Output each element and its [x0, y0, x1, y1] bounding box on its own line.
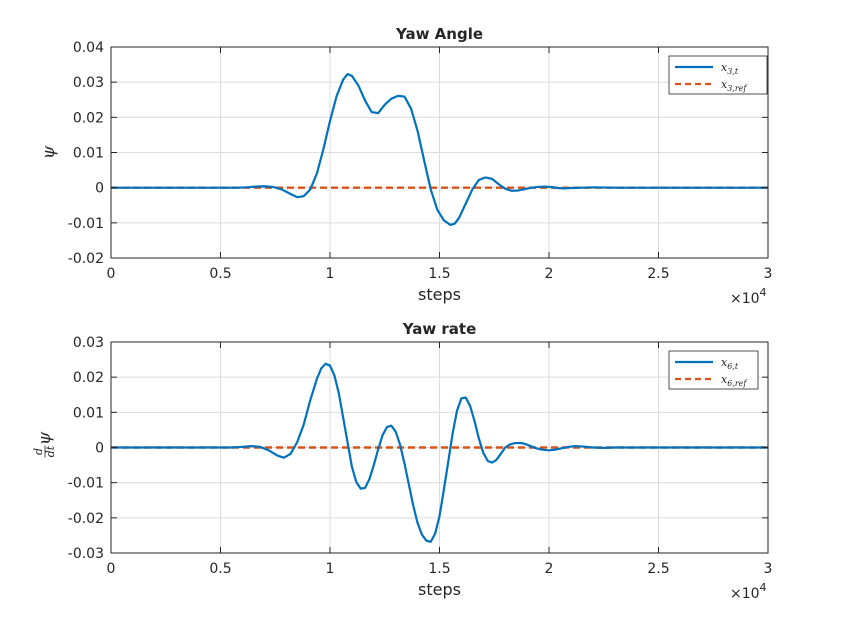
y-tick-label: -0.01	[68, 216, 104, 232]
y-tick-label: 0	[95, 181, 104, 197]
x-tick-label: 3	[764, 266, 773, 282]
x-tick-label: 3	[764, 561, 773, 577]
y-tick-label: 0.01	[73, 146, 104, 162]
x-tick-label: 1.5	[428, 561, 450, 577]
x-tick-label: 0	[107, 266, 116, 282]
y-tick-label: 0.02	[73, 370, 104, 386]
x-tick-label: 2.5	[647, 266, 669, 282]
y-tick-label: 0.03	[73, 75, 104, 91]
x-tick-label: 2	[545, 561, 554, 577]
x-tick-label: 1	[326, 266, 335, 282]
chart-1: 0 0.5 1 1.5 2 2.5 3 -0.02 -0.01 0 0.01 0.02 0.03 0.04…	[39, 25, 772, 307]
x-axis-label: steps	[418, 285, 461, 304]
legend-entry-label: x3,ref	[721, 78, 748, 93]
y-tick-label: 0	[95, 441, 104, 457]
legend-entry-label: x3,t	[721, 61, 739, 76]
y-label-variable: ψ	[35, 431, 55, 445]
legend: x3,t x3,ref	[668, 55, 768, 95]
y-tick-label: -0.01	[68, 476, 104, 492]
x-tick-label: 0.5	[209, 561, 231, 577]
y-tick-label: -0.03	[68, 546, 104, 562]
series-line-3-t	[111, 72, 768, 227]
x-tick-label: 0.5	[209, 266, 231, 282]
x-exponent-label: ×104	[730, 581, 767, 602]
y-label-numerator: d	[32, 448, 45, 455]
legend-entry-label: x6,t	[721, 356, 739, 371]
chart-title: Yaw Angle	[395, 25, 483, 43]
y-tick-label: 0.03	[73, 335, 104, 351]
x-tick-label: 2	[545, 266, 554, 282]
legend-box	[668, 350, 759, 390]
y-axis-label: ψ	[39, 145, 59, 159]
y-tick-label: 0.01	[73, 405, 104, 421]
y-tick-label: 0.02	[73, 110, 104, 126]
x-tick-label: 1	[326, 561, 335, 577]
x-tick-label: 1.5	[428, 266, 450, 282]
x-exponent-label: ×104	[730, 286, 767, 307]
legend: x6,t x6,ref	[668, 350, 759, 390]
y-tick-label: 0.04	[73, 40, 104, 56]
y-tick-label: -0.02	[68, 511, 104, 527]
y-label-denominator: dt	[44, 445, 57, 457]
chart-2: 0 0.5 1 1.5 2 2.5 3 -0.03 -0.02 -0.01 0 0.01 0.02 0.0…	[32, 320, 772, 602]
x-tick-label: 2.5	[647, 561, 669, 577]
legend-entry-label: x6,ref	[721, 373, 748, 388]
y-tick-label: -0.02	[68, 251, 104, 267]
series-line-6-t	[111, 362, 768, 543]
y-axis-label: d dtψ	[32, 431, 57, 458]
x-tick-label: 0	[107, 561, 116, 577]
x-axis-label: steps	[418, 580, 461, 599]
chart-title: Yaw rate	[402, 320, 477, 338]
legend-box	[668, 55, 768, 95]
